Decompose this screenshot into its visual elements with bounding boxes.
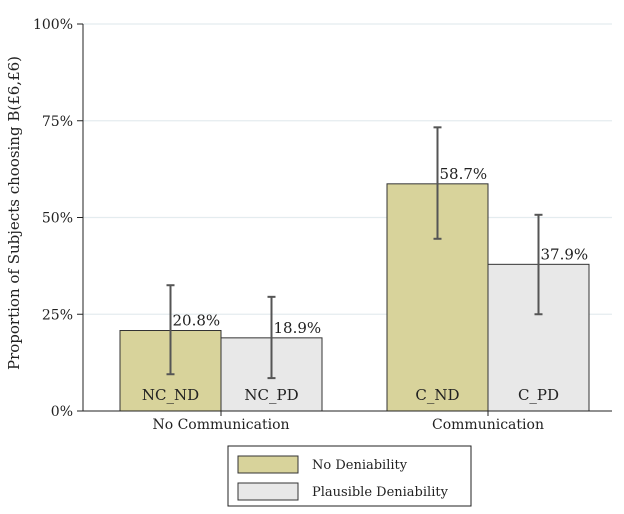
legend-label: Plausible Deniability	[312, 485, 449, 500]
value-label: 37.9%	[541, 245, 589, 263]
legend-label: No Deniability	[312, 458, 408, 473]
value-label: 20.8%	[173, 312, 221, 330]
legend: No Deniability Plausible Deniability	[227, 445, 472, 507]
y-tick-label: 75%	[42, 114, 73, 130]
y-tick-label: 0%	[51, 404, 73, 420]
axes: 0% 25% 50% 75% 100% No Communication Communica…	[33, 17, 612, 433]
bar-name-label: NC_ND	[142, 386, 199, 404]
bar-name-label: NC_PD	[244, 386, 298, 404]
bar-name-label: C_PD	[518, 386, 559, 404]
y-tick-label: 100%	[33, 17, 73, 33]
x-category-label: Communication	[432, 417, 544, 433]
y-tick-label: 50%	[42, 211, 73, 227]
legend-swatch	[237, 455, 299, 474]
bar-name-label: C_ND	[415, 386, 459, 404]
y-tick-label: 25%	[42, 307, 73, 323]
y-axis-label: Proportion of Subjects choosing B(£6,£6)	[5, 56, 23, 370]
error-bars	[166, 126, 543, 380]
value-label: 18.9%	[274, 319, 322, 337]
legend-swatch	[237, 482, 299, 501]
x-category-label: No Communication	[152, 417, 289, 433]
data-labels: 20.8% NC_ND 58.7% C_ND 18.9% NC_PD 37.9% C_PD	[142, 165, 588, 404]
value-label: 58.7%	[440, 165, 488, 183]
